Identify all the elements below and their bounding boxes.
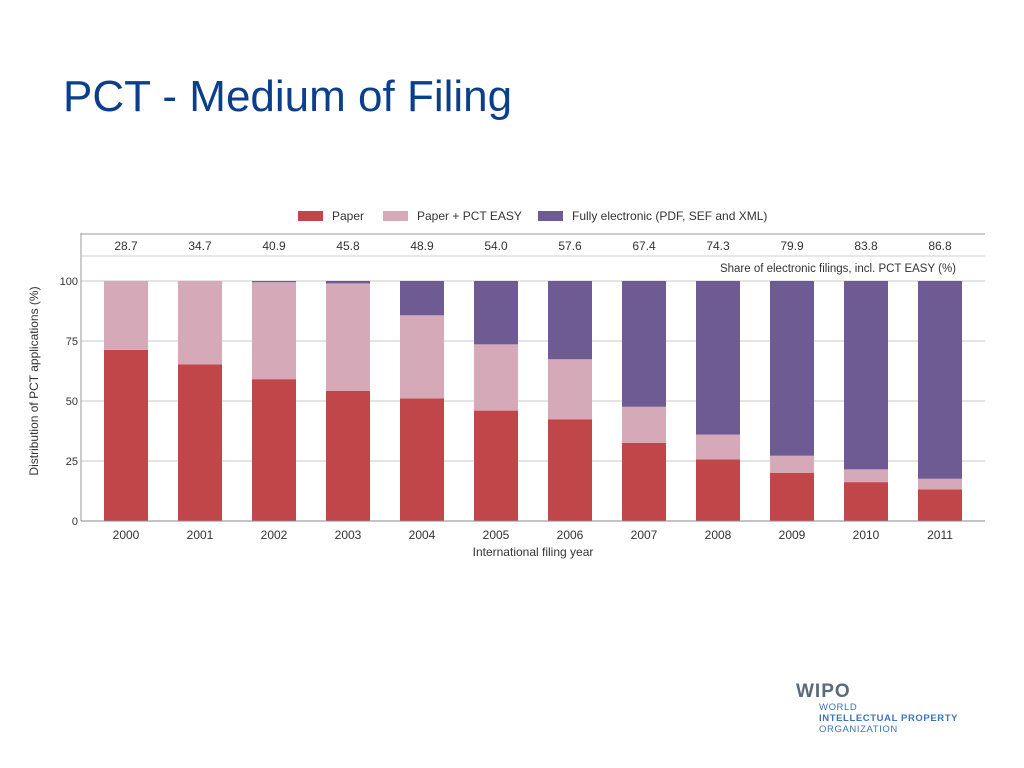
y-tick-label: 25 [66, 456, 78, 468]
wipo-logo-mark: WIPO [796, 681, 851, 702]
bar-paper-2004 [400, 398, 444, 521]
bar-paper-2010 [844, 482, 888, 521]
bar-paper-2003 [326, 283, 370, 391]
x-tick-label: 2003 [335, 528, 362, 542]
legend-swatch [383, 211, 408, 221]
bar-paper-2011 [918, 489, 962, 521]
bar-paper-2000 [104, 349, 148, 521]
x-tick-label: 2002 [261, 528, 288, 542]
bar-fully-2008 [696, 281, 740, 435]
bar-fully-2004 [400, 281, 444, 316]
electronic-share-value: 67.4 [632, 239, 656, 253]
gridlines [81, 280, 985, 462]
legend-swatch [538, 211, 563, 221]
bar-fully-2003 [326, 281, 370, 284]
bar-paper-2009 [770, 455, 814, 473]
electronic-share-value: 34.7 [188, 239, 212, 253]
x-tick-label: 2000 [113, 528, 140, 542]
x-tick-label: 2008 [705, 528, 732, 542]
electronic-share-value: 74.3 [706, 239, 730, 253]
bar-paper-2002 [252, 282, 296, 380]
bar-paper-2000 [104, 281, 148, 350]
y-tick-label: 0 [72, 516, 78, 528]
bar-fully-2009 [770, 281, 814, 456]
bar-paper-2006 [548, 419, 592, 521]
electronic-share-value: 83.8 [854, 239, 878, 253]
bar-paper-2005 [474, 344, 518, 411]
stacked-bar-chart: Paper Paper + PCT EASY Fully electronic (P… [27, 209, 985, 559]
electronic-share-value: 57.6 [558, 239, 582, 253]
electronic-share-value: 79.9 [780, 239, 804, 253]
electronic-share-value: 45.8 [336, 239, 360, 253]
bars [104, 281, 962, 521]
x-tick-label: 2010 [853, 528, 880, 542]
legend-label: Paper [332, 209, 364, 223]
bar-paper-2007 [622, 406, 666, 443]
bar-paper-2004 [400, 315, 444, 399]
electronic-share-row: 28.7 34.7 40.9 45.8 48.9 54.0 57.6 67.4 74.3 79.9… [81, 233, 985, 275]
x-tick-label: 2006 [557, 528, 584, 542]
electronic-share-value: 48.9 [410, 239, 434, 253]
bar-paper-2003 [326, 390, 370, 521]
axes: 0 25 50 75 100 2000 2001 2002 2003 2004 2005 2006 20… [60, 233, 985, 542]
bar-fully-2007 [622, 281, 666, 407]
bar-paper-2008 [696, 459, 740, 521]
bar-paper-2005 [474, 410, 518, 521]
bar-paper-2010 [844, 469, 888, 483]
page-title: PCT - Medium of Filing [63, 72, 513, 121]
bar-paper-2001 [178, 364, 222, 521]
bar-paper-2001 [178, 281, 222, 365]
bar-paper-2006 [548, 359, 592, 420]
bar-fully-2011 [918, 281, 962, 479]
legend-label: Paper + PCT EASY [417, 209, 522, 223]
wipo-logo-line-2: INTELLECTUAL PROPERTY [819, 713, 959, 724]
x-tick-label: 2007 [631, 528, 658, 542]
legend-label: Fully electronic (PDF, SEF and XML) [572, 209, 767, 223]
bar-paper-2009 [770, 472, 814, 521]
chart-legend: Paper Paper + PCT EASY Fully electronic (P… [298, 209, 767, 223]
y-tick-label: 50 [66, 396, 78, 408]
electronic-share-value: 86.8 [928, 239, 952, 253]
bar-fully-2002 [252, 281, 296, 283]
y-tick-label: 75 [66, 336, 78, 348]
bar-fully-2010 [844, 281, 888, 470]
bar-fully-2005 [474, 281, 518, 345]
x-tick-label: 2005 [483, 528, 510, 542]
x-tick-label: 2004 [409, 528, 436, 542]
bar-paper-2002 [252, 379, 296, 521]
y-axis-label: Distribution of PCT applications (%) [27, 286, 41, 475]
x-tick-label: 2009 [779, 528, 806, 542]
electronic-share-label: Share of electronic filings, incl. PCT E… [720, 263, 956, 275]
electronic-share-value: 40.9 [262, 239, 286, 253]
bar-paper-2007 [622, 442, 666, 521]
x-axis-label: International filing year [473, 545, 594, 559]
bar-fully-2006 [548, 281, 592, 360]
wipo-logo-line-1: WORLD [819, 702, 858, 713]
bar-paper-2008 [696, 434, 740, 460]
electronic-share-value: 54.0 [484, 239, 508, 253]
electronic-share-value: 28.7 [114, 239, 138, 253]
y-tick-label: 100 [60, 276, 78, 288]
wipo-logo-line-3: ORGANIZATION [819, 724, 898, 735]
bar-paper-2011 [918, 478, 962, 490]
wipo-logo: WIPO WORLD INTELLECTUAL PROPERTY ORGANIZ… [796, 681, 959, 736]
x-tick-label: 2001 [187, 528, 214, 542]
x-tick-label: 2011 [927, 528, 953, 542]
legend-swatch [298, 211, 323, 221]
